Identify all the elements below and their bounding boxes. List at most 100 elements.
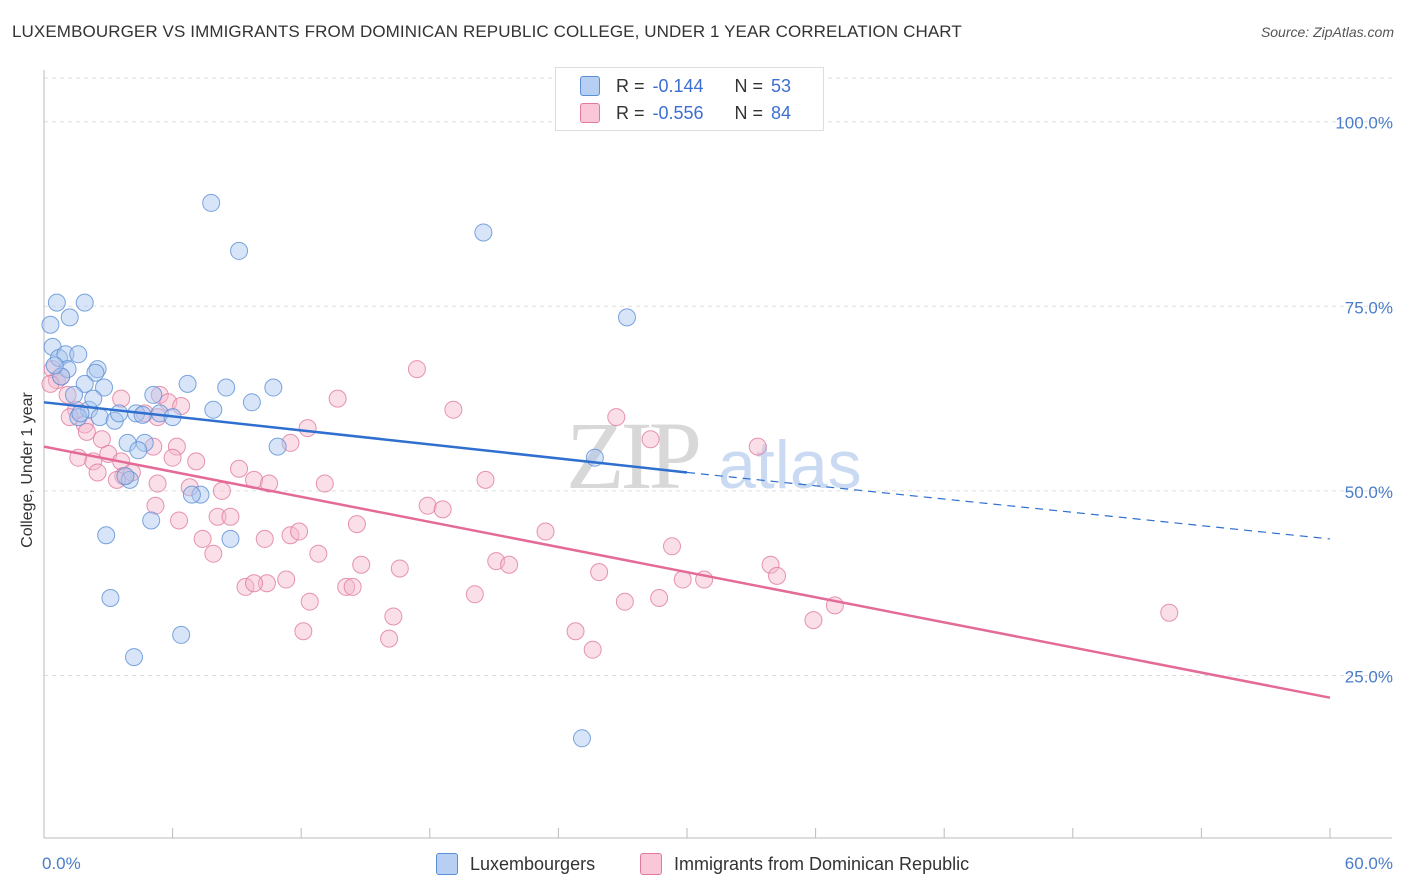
point-luxembourger bbox=[144, 385, 163, 404]
point-luxembourger bbox=[41, 315, 60, 334]
point-luxembourger bbox=[80, 400, 99, 419]
point-dominican bbox=[768, 566, 787, 585]
point-luxembourger bbox=[125, 648, 144, 667]
point-luxembourger bbox=[474, 223, 493, 242]
point-dominican bbox=[380, 629, 399, 648]
point-dominican bbox=[260, 474, 279, 493]
point-dominican bbox=[230, 459, 249, 478]
point-luxembourger bbox=[110, 404, 129, 423]
point-dominican bbox=[590, 563, 609, 582]
point-dominican bbox=[281, 526, 300, 545]
point-dominican bbox=[245, 574, 264, 593]
point-dominican bbox=[615, 592, 634, 611]
point-dominican bbox=[146, 496, 165, 515]
watermark-zip: ZIP bbox=[566, 402, 699, 509]
point-luxembourger bbox=[47, 293, 66, 312]
point-dominican bbox=[433, 500, 452, 519]
point-luxembourger bbox=[75, 374, 94, 393]
point-dominican bbox=[212, 481, 231, 500]
point-dominican bbox=[650, 589, 669, 607]
point-dominican bbox=[761, 555, 780, 574]
point-dominican bbox=[583, 640, 602, 659]
point-dominican bbox=[277, 570, 296, 589]
bottom-legend-luxembourgers: Luxembourgers bbox=[436, 850, 595, 878]
point-dominican bbox=[255, 529, 274, 548]
point-luxembourger bbox=[617, 308, 636, 327]
point-dominican bbox=[476, 470, 495, 489]
point-dominican bbox=[418, 496, 437, 515]
point-luxembourger bbox=[572, 729, 591, 748]
point-dominican bbox=[444, 400, 463, 419]
bottom-legend-label: Luxembourgers bbox=[470, 853, 596, 874]
point-dominican bbox=[390, 559, 409, 578]
point-dominican bbox=[148, 474, 167, 493]
y-tick-label: 25.0% bbox=[1345, 668, 1393, 687]
point-luxembourger bbox=[217, 378, 236, 397]
point-luxembourger bbox=[204, 400, 223, 419]
point-dominican bbox=[112, 389, 131, 408]
point-dominican bbox=[221, 507, 240, 526]
legend-r-label: R = bbox=[616, 102, 645, 123]
point-luxembourger bbox=[178, 374, 197, 393]
point-dominican bbox=[58, 385, 77, 404]
trend-lines bbox=[43, 401, 1331, 699]
point-dominican bbox=[204, 544, 223, 563]
point-dominican bbox=[75, 415, 94, 434]
point-dominican bbox=[107, 470, 126, 489]
legend-r-value: -0.144 bbox=[652, 75, 704, 96]
tick-labels: 100.0% 75.0% 50.0% 25.0% 0.0% 60.0% bbox=[42, 114, 1393, 873]
point-luxembourger bbox=[230, 241, 249, 260]
point-dominican bbox=[163, 448, 182, 467]
point-dominican bbox=[748, 437, 767, 456]
legend-n-label: N = bbox=[734, 75, 764, 96]
watermark-atlas: atlas bbox=[718, 427, 862, 503]
bottom-legend-swatch-blue bbox=[436, 853, 458, 875]
axes bbox=[43, 70, 1392, 839]
y-tick-label: 100.0% bbox=[1335, 114, 1393, 133]
point-dominican bbox=[1160, 603, 1179, 622]
bottom-legend-label: Immigrants from Dominican Republic bbox=[674, 853, 970, 874]
point-luxembourger bbox=[101, 589, 120, 607]
point-dominican bbox=[170, 511, 189, 530]
trend-dominican-solid bbox=[43, 445, 1331, 699]
y-tick-label: 75.0% bbox=[1345, 298, 1393, 317]
point-luxembourger bbox=[242, 393, 261, 412]
point-luxembourger bbox=[52, 367, 71, 386]
legend-row-luxembourgers: R = -0.144 N = 53 bbox=[580, 73, 791, 99]
point-dominican bbox=[607, 408, 626, 427]
point-luxembourger bbox=[60, 308, 79, 327]
legend-n-label: N = bbox=[734, 102, 764, 123]
point-dominican bbox=[180, 478, 199, 497]
point-luxembourger bbox=[142, 511, 161, 530]
point-dominican bbox=[294, 622, 313, 641]
point-dominican bbox=[187, 452, 206, 471]
bottom-legend-dominican: Immigrants from Dominican Republic bbox=[640, 850, 969, 878]
point-luxembourger bbox=[182, 485, 201, 504]
point-dominican bbox=[257, 574, 276, 593]
point-dominican bbox=[88, 463, 107, 482]
point-dominican bbox=[309, 544, 328, 563]
point-luxembourger bbox=[202, 193, 221, 212]
point-luxembourger bbox=[56, 345, 75, 364]
point-dominican bbox=[407, 360, 426, 379]
point-dominican bbox=[500, 555, 519, 574]
x-tick-label: 0.0% bbox=[42, 854, 81, 873]
bottom-legend-swatch-pink bbox=[640, 853, 662, 875]
chart-source: Source: ZipAtlas.com bbox=[1260, 24, 1394, 40]
point-luxembourger bbox=[264, 378, 283, 397]
point-dominican bbox=[328, 389, 347, 408]
point-dominican bbox=[300, 592, 319, 611]
point-dominican bbox=[352, 555, 371, 574]
point-dominican bbox=[566, 622, 585, 641]
point-luxembourger bbox=[90, 408, 109, 427]
point-dominican bbox=[41, 374, 60, 393]
point-dominican bbox=[298, 419, 317, 438]
point-dominican bbox=[144, 437, 163, 456]
point-luxembourger bbox=[97, 526, 116, 545]
point-dominican bbox=[347, 515, 366, 534]
point-luxembourger bbox=[221, 529, 240, 548]
legend-n-value: 53 bbox=[771, 75, 792, 96]
point-luxembourger bbox=[71, 404, 90, 423]
point-luxembourger bbox=[116, 467, 135, 486]
